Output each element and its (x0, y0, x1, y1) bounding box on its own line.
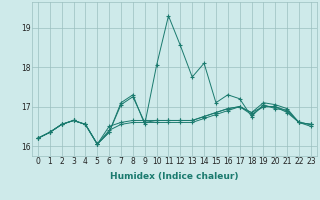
X-axis label: Humidex (Indice chaleur): Humidex (Indice chaleur) (110, 172, 239, 181)
